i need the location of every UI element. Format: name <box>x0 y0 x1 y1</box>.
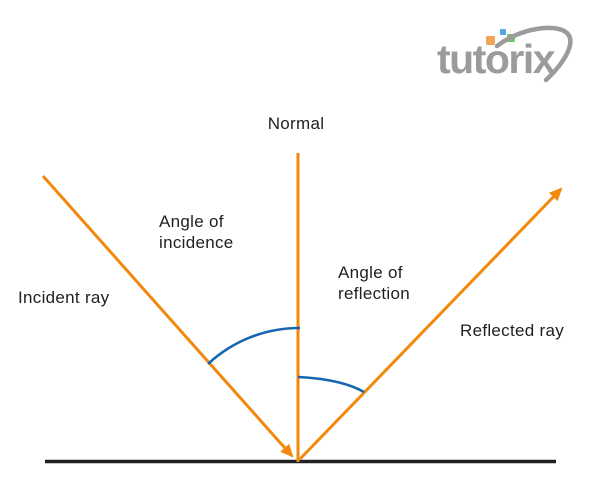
angle-of-incidence-label-line2: incidence <box>159 233 234 252</box>
reflected-ray-line <box>298 187 563 461</box>
logo-blue-square-icon <box>500 29 506 35</box>
incident-ray-label: Incident ray <box>18 288 110 307</box>
angle-of-incidence-label-line1: Angle of <box>159 212 224 231</box>
reflection-angle-arc <box>297 375 365 394</box>
angle-of-reflection-label-line2: reflection <box>338 284 410 303</box>
normal-label: Normal <box>268 114 325 133</box>
tutorix-logo-text: tutorix <box>437 36 556 82</box>
logo-swoosh-icon <box>494 25 573 83</box>
tutorix-logo: tutorix <box>437 25 573 83</box>
reflected-ray-label: Reflected ray <box>460 321 564 340</box>
incident-ray-line <box>41 175 294 458</box>
incidence-angle-arc <box>207 326 301 365</box>
angle-of-reflection-label-line1: Angle of <box>338 263 403 282</box>
logo-orange-square-icon <box>486 36 495 45</box>
